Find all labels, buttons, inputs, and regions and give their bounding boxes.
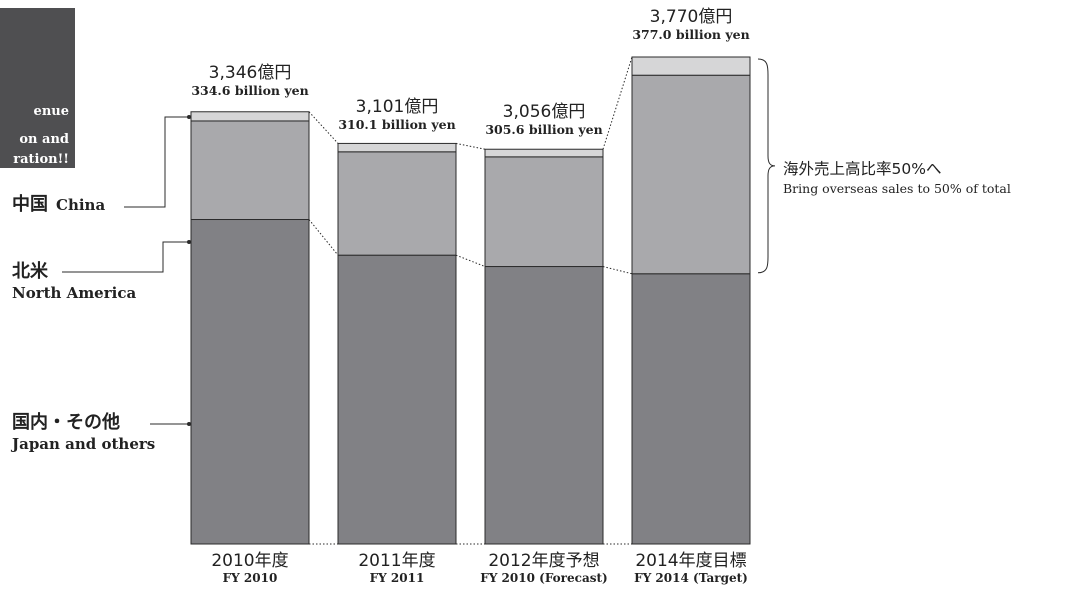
- bar-segment-north_america-2: [484, 148, 604, 158]
- connector-seg-0: [308, 219, 339, 256]
- x-label-2010: 2010年度 FY 2010: [165, 551, 335, 586]
- x-label-en: FY 2010 (Forecast): [480, 571, 608, 585]
- x-label-2011: 2011年度 FY 2011: [312, 551, 482, 586]
- legend-japan-jp: 国内・その他: [12, 412, 120, 433]
- bar-segment-japan-0: [190, 219, 310, 545]
- x-label-en: FY 2014 (Target): [634, 571, 748, 585]
- legend-north-america: 北米 North America: [12, 261, 136, 303]
- bar-segment-china-1: [337, 151, 457, 256]
- leader-north-america: [62, 241, 188, 273]
- badge-line-1: enue: [33, 104, 69, 119]
- total-jp: 3,346億円: [208, 63, 292, 83]
- total-en: 334.6 billion yen: [191, 83, 309, 98]
- overseas-brace: [757, 58, 776, 274]
- legend-china-en: China: [56, 196, 106, 214]
- x-label-jp: 2014年度目標: [635, 551, 747, 571]
- bar-segment-china-3: [631, 74, 751, 275]
- legend-north-america-jp: 北米: [12, 261, 48, 282]
- bar-segment-north_america-1: [337, 142, 457, 153]
- x-label-jp: 2010年度: [211, 551, 289, 571]
- connector-seg-2: [602, 266, 633, 275]
- badge-line-2: on and: [19, 132, 69, 147]
- x-label-en: FY 2010: [222, 571, 278, 585]
- total-jp: 3,770億円: [649, 7, 733, 27]
- legend-japan: 国内・その他 Japan and others: [12, 412, 155, 454]
- bar-segment-china-2: [484, 156, 604, 268]
- x-label-en: FY 2011: [369, 571, 425, 585]
- leader-north-america-dot: [187, 240, 191, 244]
- overseas-target-annotation: 海外売上高比率50%へ Bring overseas sales to 50% …: [783, 158, 1011, 198]
- total-label-2014: 3,770億円 377.0 billion yen: [591, 7, 791, 43]
- total-en: 305.6 billion yen: [485, 122, 603, 137]
- total-jp: 3,101億円: [355, 97, 439, 117]
- connector-top-1: [455, 142, 486, 150]
- header-badge: enue on and ration!!: [0, 8, 75, 168]
- bar-segment-japan-1: [337, 254, 457, 545]
- legend-china: 中国 China: [12, 194, 105, 216]
- legend-china-jp: 中国: [12, 194, 48, 215]
- x-label-2014: 2014年度目標 FY 2014 (Target): [606, 551, 776, 586]
- total-label-2012: 3,056億円 305.6 billion yen: [444, 102, 644, 138]
- legend-japan-en: Japan and others: [12, 435, 156, 453]
- annotation-jp: 海外売上高比率50%へ: [783, 160, 942, 178]
- leader-china: [124, 116, 188, 208]
- connector-seg-1: [455, 254, 486, 267]
- x-label-jp: 2011年度: [358, 551, 436, 571]
- annotation-en: Bring overseas sales to 50% of total: [783, 181, 1011, 196]
- connector-top-2: [602, 56, 633, 150]
- connector-top-0: [308, 111, 339, 144]
- bar-segment-japan-3: [631, 273, 751, 545]
- bar-segment-japan-2: [484, 266, 604, 545]
- total-en: 377.0 billion yen: [632, 27, 750, 42]
- total-en: 310.1 billion yen: [338, 117, 456, 132]
- total-jp: 3,056億円: [502, 102, 586, 122]
- leader-japan-dot: [187, 422, 191, 426]
- badge-line-3: ration!!: [13, 152, 69, 167]
- bar-segment-china-0: [190, 120, 310, 221]
- total-label-2010: 3,346億円 334.6 billion yen: [150, 63, 350, 99]
- leader-china-dot: [187, 115, 191, 119]
- x-label-2012: 2012年度予想 FY 2010 (Forecast): [459, 551, 629, 586]
- legend-north-america-en: North America: [12, 284, 137, 302]
- bar-segment-north_america-0: [190, 111, 310, 122]
- total-label-2011: 3,101億円 310.1 billion yen: [297, 97, 497, 133]
- x-label-jp: 2012年度予想: [488, 551, 600, 571]
- bar-segment-north_america-3: [631, 56, 751, 76]
